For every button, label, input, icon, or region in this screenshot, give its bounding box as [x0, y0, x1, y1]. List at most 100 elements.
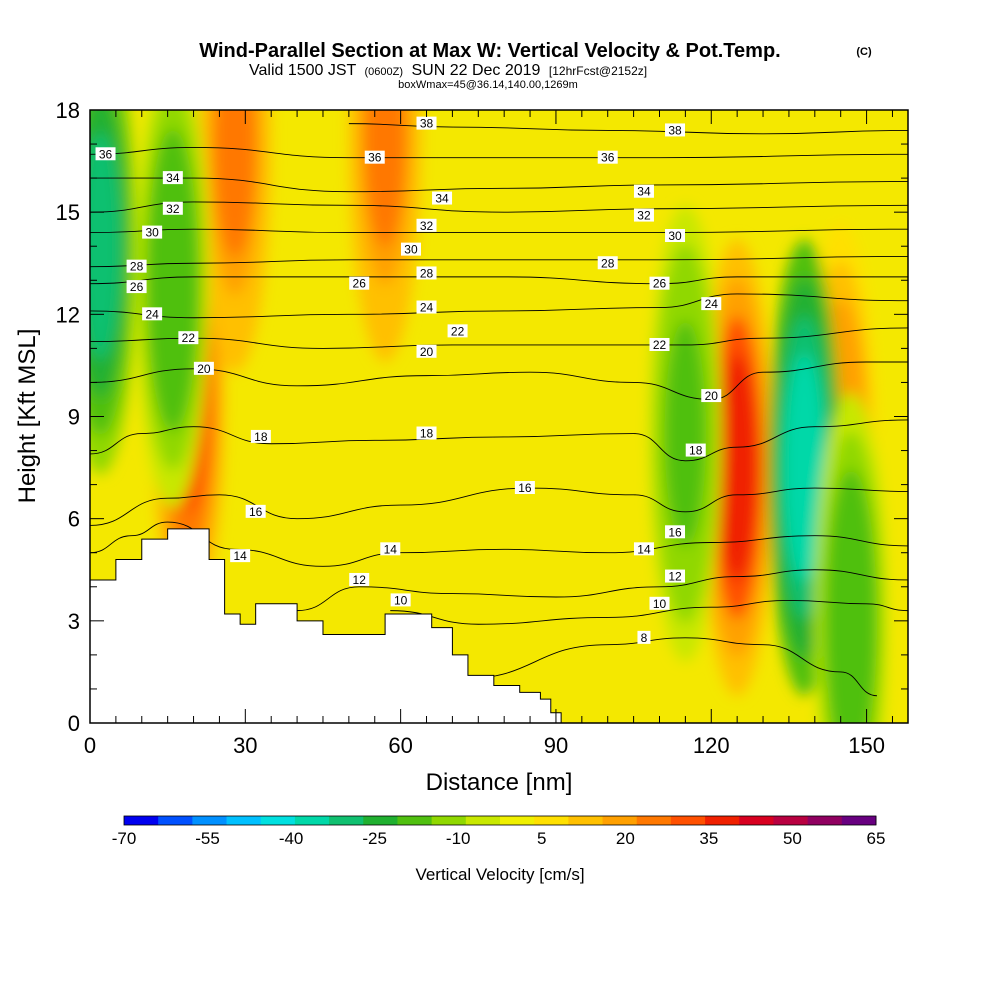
contour-label-text: 24 — [420, 301, 434, 315]
forecast-info: [12hrFcst@2152z] — [549, 64, 647, 78]
colorbar-swatch — [773, 816, 809, 825]
valid-prefix: Valid 1500 JST — [249, 62, 357, 79]
theta-contour-12 — [297, 569, 908, 612]
colorbar-tick-label: -25 — [362, 829, 387, 848]
x-tick-label: 90 — [544, 733, 568, 758]
contour-label-30: 30 — [400, 242, 421, 257]
colorbar-tick-label: 65 — [867, 829, 886, 848]
contour-label-text: 34 — [637, 185, 651, 199]
copyright-mark: (C) — [856, 46, 872, 58]
valid-time: Valid 1500 JST (0600Z) SUN 22 Dec 2019 [… — [249, 62, 647, 79]
colorbar-swatch — [124, 816, 159, 825]
contour-label-bg — [162, 201, 183, 215]
contour-label-18: 18 — [685, 443, 706, 458]
x-tick-label: 30 — [233, 733, 257, 758]
theta-contour-26 — [90, 276, 908, 285]
contour-label-bg — [416, 218, 437, 232]
y-tick-label: 18 — [56, 98, 80, 123]
theta-contour-24 — [90, 293, 908, 319]
updraft-core-2 — [364, 110, 406, 248]
theta-contour-16 — [90, 487, 908, 526]
contour-label-text: 30 — [404, 243, 418, 257]
colorbar-swatch — [329, 816, 364, 825]
colorbar-frame — [123, 815, 877, 826]
contour-label-bg — [649, 337, 670, 351]
contour-label-20: 20 — [701, 389, 722, 403]
contour-label-text: 34 — [435, 192, 449, 206]
contour-label-text: 36 — [99, 147, 113, 161]
contour-label-bg — [447, 324, 468, 338]
colorbar-tick-label: -55 — [195, 829, 220, 848]
y-tick-label: 9 — [68, 405, 80, 430]
contour-label-bg — [416, 300, 437, 314]
contour-label-26: 26 — [649, 276, 670, 291]
contour-label-12: 12 — [665, 569, 686, 584]
contour-label-14: 14 — [380, 542, 401, 556]
contour-label-text: 30 — [668, 229, 682, 243]
contour-label-34: 34 — [633, 184, 654, 199]
colorbar-swatch — [705, 816, 740, 825]
terrain — [90, 528, 562, 723]
valid-date: SUN 22 Dec 2019 — [411, 62, 540, 79]
contour-label-14: 14 — [230, 549, 251, 563]
colorbar-tick-label: -40 — [279, 829, 304, 848]
colorbar-swatch — [294, 816, 330, 825]
contour-label-text: 36 — [601, 151, 615, 165]
colorbar-swatch — [192, 816, 228, 825]
contour-label-bg — [637, 630, 651, 644]
contour-label-text: 18 — [420, 427, 434, 441]
contour-label-text: 10 — [394, 593, 408, 607]
contour-label-32: 32 — [162, 201, 183, 216]
contour-label-bg — [400, 242, 421, 256]
contour-label-bg — [142, 307, 163, 321]
colorbar-swatch — [500, 816, 535, 825]
contour-label-text: 26 — [353, 277, 367, 291]
contour-label-30: 30 — [142, 225, 163, 240]
contour-label-bg — [349, 276, 370, 290]
colorbar-tick-label: -70 — [112, 829, 137, 848]
theta-contour-30 — [90, 228, 908, 234]
theta-contour-8 — [462, 637, 877, 697]
contour-label-26: 26 — [126, 280, 147, 294]
contour-label-text: 12 — [668, 570, 682, 584]
contour-label-text: 32 — [166, 202, 180, 216]
velocity-field — [90, 110, 888, 723]
contour-label-14: 14 — [633, 542, 654, 556]
downdraft-core-3 — [783, 354, 826, 581]
contour-label-36: 36 — [95, 147, 116, 161]
contour-label-text: 20 — [197, 362, 211, 376]
colorbar-swatch — [226, 816, 262, 825]
colorbar-tick-label: 5 — [537, 829, 546, 848]
contour-label-10: 10 — [649, 596, 670, 611]
contour-label-32: 32 — [416, 218, 437, 233]
contour-label-8: 8 — [637, 630, 651, 645]
contour-label-text: 20 — [705, 389, 719, 403]
contour-label-28: 28 — [597, 256, 618, 270]
contour-label-text: 28 — [130, 260, 144, 274]
colorbar-tick-label: 20 — [616, 829, 635, 848]
contour-label-bg — [364, 150, 385, 164]
contour-label-bg — [597, 150, 618, 164]
theta-contour-18 — [90, 419, 908, 462]
contour-label-bg — [162, 171, 183, 185]
contour-label-22: 22 — [649, 337, 670, 352]
contour-label-18: 18 — [416, 426, 437, 441]
y-tick-label: 3 — [68, 609, 80, 634]
contour-label-text: 14 — [233, 549, 247, 563]
contour-label-text: 24 — [145, 307, 159, 321]
contour-label-16: 16 — [514, 481, 535, 495]
colorbar-swatch — [431, 816, 467, 825]
colorbar: -70 -55 -40 -25 -10 5 20 35 50 65 — [112, 815, 886, 848]
y-tick-label: 15 — [56, 200, 80, 225]
contour-label-bg — [701, 389, 722, 403]
contour-label-bg — [126, 280, 147, 294]
downdraft-core-4 — [830, 507, 872, 723]
contour-label-24: 24 — [142, 307, 163, 321]
contour-label-34: 34 — [432, 191, 453, 206]
colorbar-tick-label: 50 — [783, 829, 802, 848]
contour-label-24: 24 — [701, 297, 722, 311]
colorbar-swatch — [363, 816, 398, 825]
valid-utc: (0600Z) — [364, 66, 403, 78]
